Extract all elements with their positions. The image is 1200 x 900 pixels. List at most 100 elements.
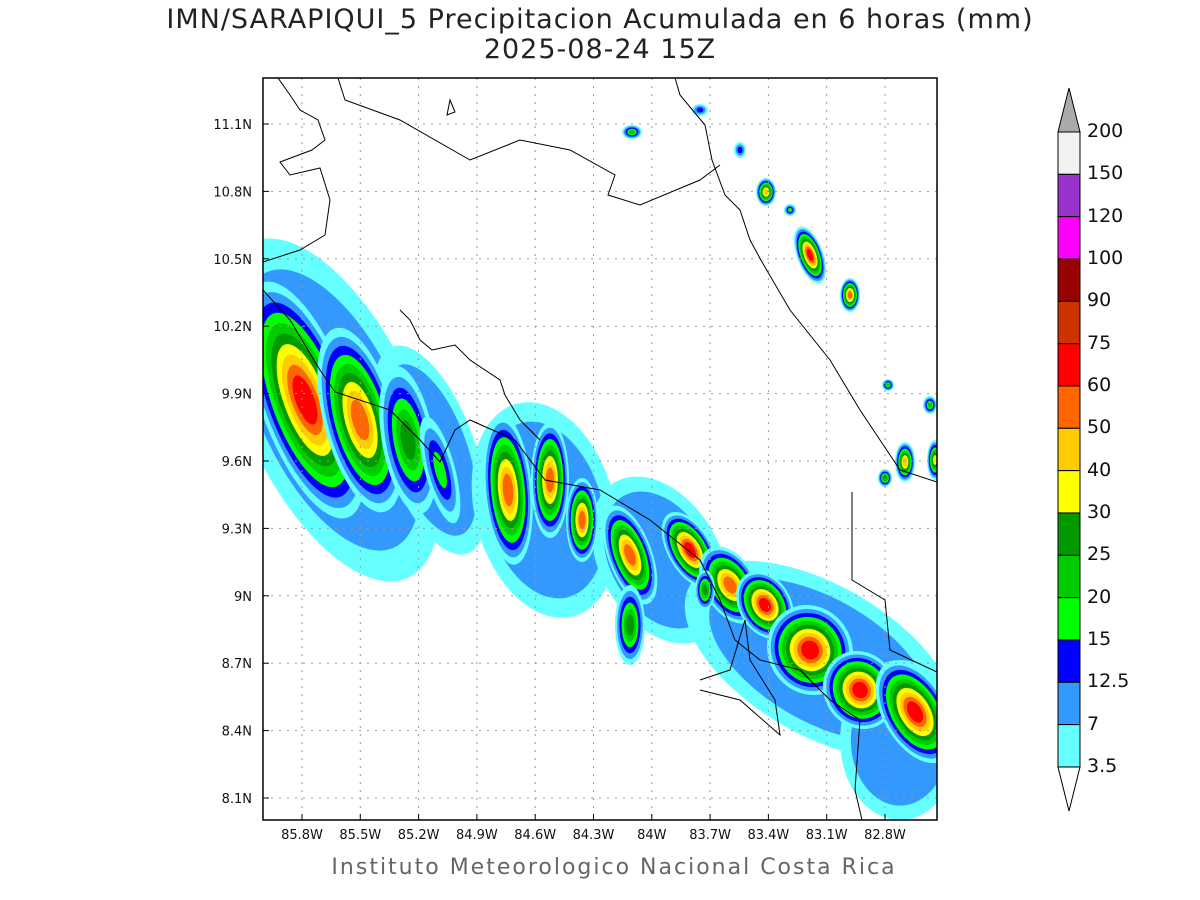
- colorbar-box: [1057, 131, 1081, 175]
- precip-contour: [292, 375, 318, 425]
- precip-contour: [801, 640, 819, 660]
- border-panama: [851, 492, 937, 673]
- colorbar-box: [1057, 724, 1081, 768]
- colorbar-label: 50: [1087, 416, 1112, 439]
- lon-tick-label: 84.3W: [573, 828, 615, 843]
- map-valid-time: 2025-08-24 15Z: [483, 34, 717, 65]
- colorbar-box: [1057, 597, 1081, 641]
- colorbar-label: 75: [1087, 331, 1112, 354]
- coastline-nicoya: [399, 309, 541, 441]
- precip-contour: [886, 383, 890, 387]
- footer-credit: Instituto Meteorologico Nacional Costa R…: [331, 855, 897, 880]
- precip-contour: [723, 576, 737, 594]
- precip-contour: [629, 129, 635, 135]
- colorbar-box: [1057, 681, 1081, 726]
- precip-contour: [759, 597, 771, 613]
- precip-contour: [433, 451, 447, 489]
- lat-tick-label: 9N: [234, 590, 252, 605]
- precip-contour: [696, 107, 704, 113]
- precip-contour: [702, 584, 708, 596]
- precipitation-field: [263, 104, 937, 820]
- island: [446, 98, 456, 116]
- colorbar-label: 25: [1087, 543, 1112, 566]
- lat-tick-label: 8.1N: [222, 792, 252, 807]
- coastline-osa: [699, 619, 781, 737]
- colorbar: [1057, 87, 1081, 812]
- grid-lines: [263, 78, 937, 820]
- colorbar-label: 30: [1087, 500, 1112, 523]
- lon-tick-label: 83.4W: [747, 828, 789, 843]
- colorbar-box: [1057, 300, 1081, 345]
- precip-contour: [626, 614, 634, 636]
- colorbar-label: 200: [1087, 120, 1124, 142]
- precip-contour: [578, 510, 586, 530]
- precip-contour: [902, 457, 908, 467]
- colorbar-over-triangle: [1057, 87, 1081, 133]
- colorbar-label: 15: [1087, 627, 1112, 650]
- precip-contour: [737, 146, 743, 154]
- colorbar-box: [1057, 554, 1081, 599]
- colorbar-label: 20: [1087, 585, 1112, 608]
- colorbar-box: [1057, 512, 1081, 556]
- coastline-nicaragua-lake: [337, 78, 721, 206]
- latitude-axis: 11.1N 10.8N 10.5N 10.2N 9.9N 9.6N 9.3N 9N 8.7N 8.…: [213, 118, 269, 807]
- longitude-axis: 85.8W 85.5W 85.2W 84.9W 84.6W 84.3W 84W 83.7W 83…: [281, 814, 906, 843]
- lat-tick-label: 11.1N: [213, 118, 252, 133]
- colorbar-under-triangle: [1057, 766, 1081, 812]
- lon-tick-label: 85.2W: [398, 828, 440, 843]
- lat-tick-label: 10.8N: [213, 185, 252, 200]
- lat-tick-label: 8.4N: [222, 725, 252, 740]
- lon-tick-label: 82.8W: [864, 828, 906, 843]
- lat-tick-label: 9.3N: [222, 522, 252, 537]
- precip-contour: [847, 291, 853, 299]
- precip-contour: [787, 207, 793, 213]
- colorbar-box: [1057, 343, 1081, 387]
- precip-contour: [763, 188, 769, 196]
- lat-tick-label: 10.2N: [213, 320, 252, 335]
- colorbar-label: 100: [1087, 246, 1124, 269]
- colorbar-box: [1057, 470, 1081, 514]
- colorbar-label: 12.5: [1087, 670, 1130, 693]
- colorbar-box: [1057, 639, 1081, 683]
- precip-contour: [906, 701, 924, 723]
- colorbar-box: [1057, 427, 1081, 472]
- coastline-caribbean: [674, 78, 937, 483]
- colorbar-label: 150: [1087, 162, 1124, 185]
- precip-contour: [502, 473, 514, 507]
- colorbar-box: [1057, 173, 1081, 218]
- map-title: IMN/SARAPIQUI_5 Precipitacion Acumulada …: [166, 4, 1034, 35]
- colorbar-label: 7: [1087, 712, 1100, 735]
- colorbar-label: 120: [1087, 204, 1124, 227]
- precip-contour: [400, 420, 416, 460]
- lon-tick-label: 84.9W: [456, 828, 498, 843]
- precip-contour: [852, 681, 868, 699]
- lon-tick-label: 85.8W: [281, 828, 323, 843]
- colorbar-box: [1057, 216, 1081, 260]
- precip-contour: [933, 455, 937, 465]
- map-frame: [262, 77, 938, 821]
- colorbar-label: 3.5: [1087, 754, 1118, 777]
- lat-tick-label: 10.5N: [213, 253, 252, 268]
- coastline-pacific: [263, 289, 863, 820]
- lat-tick-label: 9.6N: [222, 455, 252, 470]
- lon-tick-label: 83.7W: [689, 828, 731, 843]
- lat-tick-label: 9.9N: [222, 388, 252, 403]
- coastline-nicaragua-pacific: [263, 78, 331, 263]
- lon-tick-label: 83.1W: [806, 828, 848, 843]
- precip-contour: [806, 249, 814, 261]
- precip-contour: [545, 467, 555, 493]
- colorbar-label: 90: [1087, 289, 1112, 312]
- colorbar-label: 60: [1087, 373, 1112, 396]
- lon-tick-label: 84W: [637, 828, 667, 843]
- colorbar-label: 40: [1087, 458, 1112, 481]
- lon-tick-label: 84.6W: [514, 828, 556, 843]
- lat-tick-label: 8.7N: [222, 657, 252, 672]
- precip-contour: [927, 402, 933, 408]
- coastlines: [263, 78, 937, 820]
- colorbar-box: [1057, 385, 1081, 429]
- colorbar-box: [1057, 258, 1081, 302]
- precip-contour: [350, 399, 370, 441]
- precip-contour: [624, 544, 636, 566]
- lon-tick-label: 85.5W: [339, 828, 381, 843]
